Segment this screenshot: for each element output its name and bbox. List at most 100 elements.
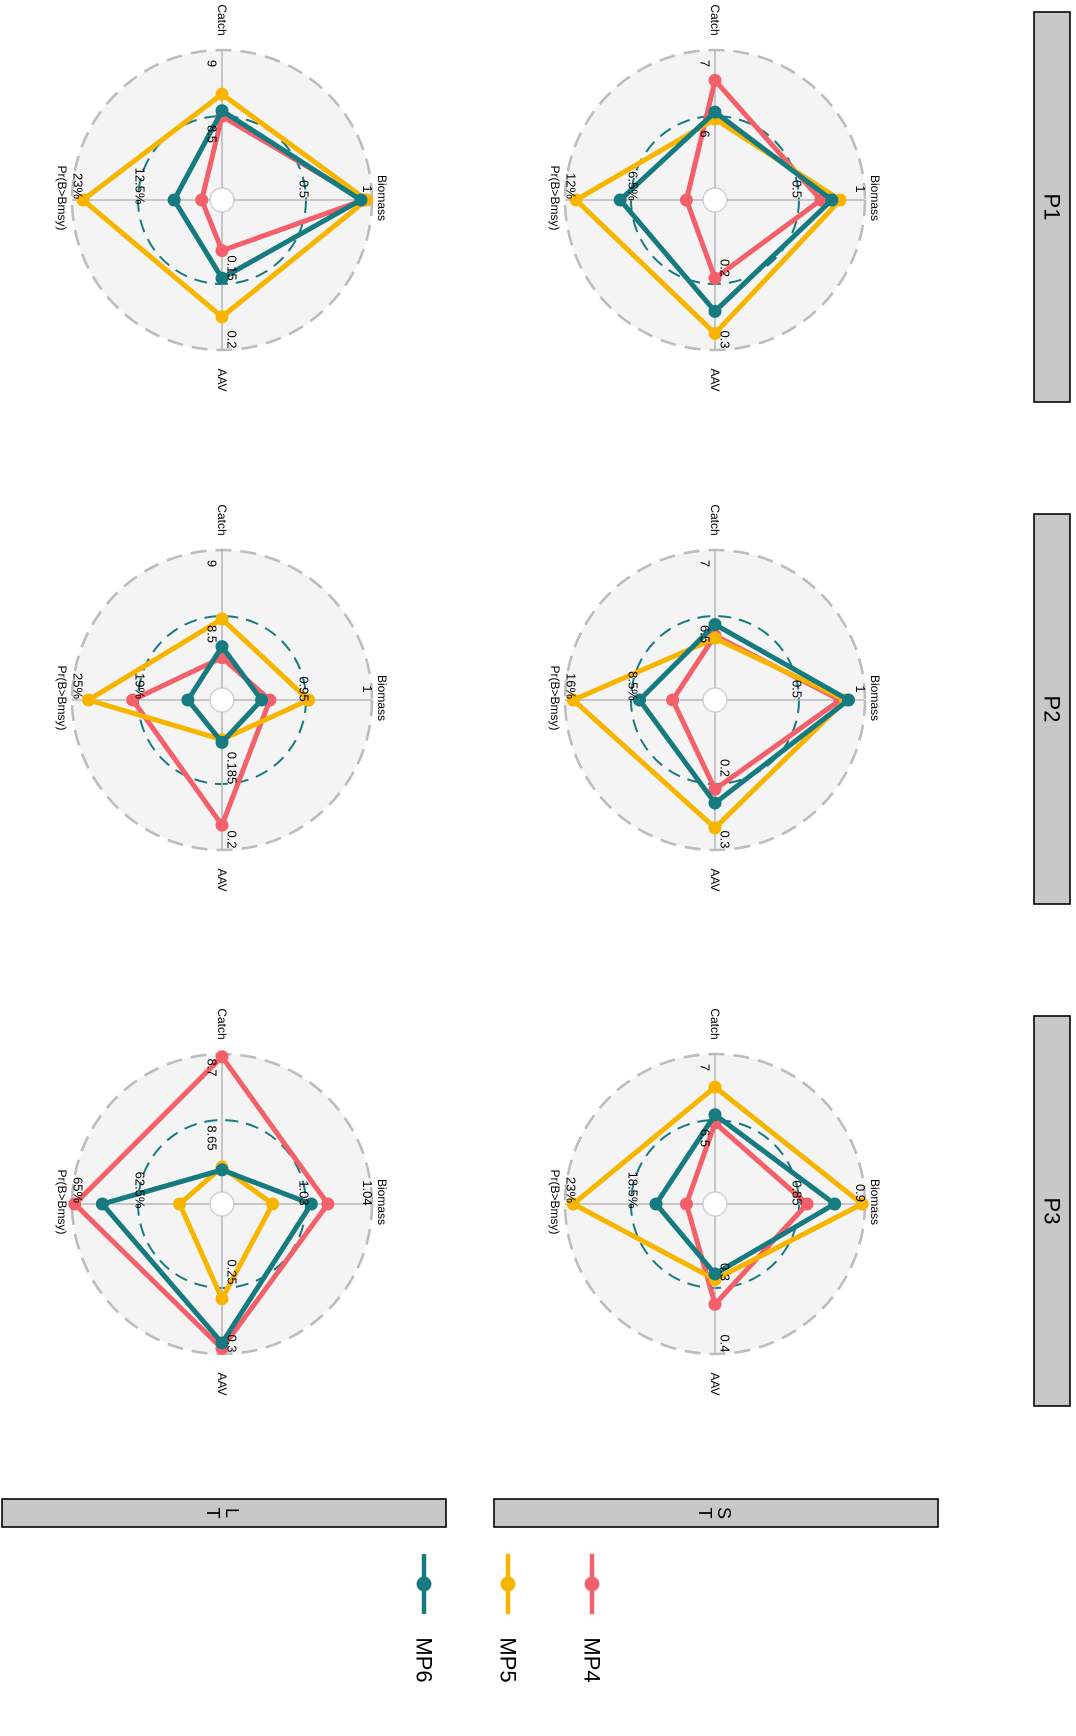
tick-biomass-inner: 0.5 <box>790 680 805 698</box>
point-mp6-biomass <box>255 693 269 707</box>
axis-title-biomass: Biomass <box>868 675 882 721</box>
legend-label-mp6: MP6 <box>412 1637 437 1682</box>
point-mp4-pr-b-bmsy <box>126 693 140 707</box>
axis-title-biomass: Biomass <box>375 175 389 221</box>
tick-pr-inner: 19% <box>133 673 148 699</box>
column-strip-p2 <box>1033 513 1071 905</box>
tick-biomass-outer: 1.04 <box>360 1180 375 1205</box>
panel-p1-st: 1 0.5 0.3 0.2 12% 6.5% 7 6 Biomass AAV Pr(B>Bmsy) C… <box>548 4 882 391</box>
row-strip-line: T <box>695 1508 715 1519</box>
point-mp6-catch <box>215 104 229 118</box>
column-strip-label-p3: P3 <box>1040 1198 1065 1225</box>
tick-catch-inner: 8.5 <box>205 625 220 643</box>
tick-pr-inner: 18.5% <box>626 1172 641 1209</box>
point-mp5-pr-b-bmsy <box>76 193 90 207</box>
center-hole <box>209 187 235 213</box>
axis-title-pr: Pr(B>Bmsy) <box>55 1169 69 1234</box>
point-mp6-aav <box>708 796 722 810</box>
point-mp6-pr-b-bmsy <box>95 1197 109 1211</box>
point-mp5-catch <box>215 87 229 101</box>
axis-title-catch: Catch <box>215 4 229 35</box>
axis-title-aav: AAV <box>708 368 722 391</box>
point-mp4-pr-b-bmsy <box>679 193 693 207</box>
legend-label-mp4: MP4 <box>580 1637 605 1682</box>
point-mp6-biomass <box>304 1197 318 1211</box>
row-strip-lt <box>1 1498 447 1528</box>
tick-pr-outer: 25% <box>71 673 86 699</box>
tick-biomass-inner: 1.03 <box>297 1180 312 1205</box>
center-hole <box>702 187 728 213</box>
axis-title-pr: Pr(B>Bmsy) <box>55 665 69 730</box>
center-hole <box>209 1191 235 1217</box>
tick-pr-outer: 12% <box>564 173 579 199</box>
center-hole <box>209 687 235 713</box>
tick-biomass-inner: 0.85 <box>790 1180 805 1205</box>
point-mp6-aav <box>215 271 229 285</box>
point-mp5-catch <box>215 612 229 626</box>
tick-biomass-inner: 0.5 <box>297 180 312 198</box>
point-mp4-pr-b-bmsy <box>666 693 680 707</box>
point-mp4-aav <box>708 782 722 796</box>
tick-aav-outer: 0.2 <box>225 830 240 848</box>
tick-pr-outer: 23% <box>71 173 86 199</box>
tick-catch-inner: 6.5 <box>698 1129 713 1147</box>
tick-catch-inner: 8.5 <box>205 125 220 143</box>
point-mp4-biomass <box>321 1197 335 1211</box>
point-mp6-aav <box>215 1336 229 1350</box>
row-strip-label-lt: LT <box>203 1508 242 1519</box>
tick-biomass-outer: 1 <box>853 685 868 692</box>
column-strip-p3 <box>1033 1015 1071 1407</box>
point-mp5-biomass <box>302 693 316 707</box>
point-mp6-catch <box>708 618 722 632</box>
legend: MP4 MP5 MP6 <box>412 1554 605 1683</box>
tick-aav-inner: 0.2 <box>718 759 733 777</box>
point-mp4-aav <box>708 271 722 285</box>
column-strip-p1 <box>1033 11 1071 403</box>
point-mp6-biomass <box>354 193 368 207</box>
point-mp5-catch <box>708 1080 722 1094</box>
axis-title-pr: Pr(B>Bmsy) <box>548 665 562 730</box>
point-mp6-biomass <box>841 693 855 707</box>
panel-p1-lt: 1 0.5 0.2 0.15 23% 12.5% 9 8.5 Biomass AAV Pr(B>Bm… <box>55 4 389 391</box>
tick-biomass-outer: 0.9 <box>853 1184 868 1202</box>
axis-title-catch: Catch <box>215 1008 229 1039</box>
legend-key-mp6-point <box>416 1576 432 1592</box>
row-strip-line: T <box>203 1508 223 1519</box>
point-mp5-pr-b-bmsy <box>566 693 580 707</box>
point-mp4-aav <box>215 244 229 258</box>
point-mp5-pr-b-bmsy <box>566 1197 580 1211</box>
tick-pr-inner: 6.5% <box>626 171 641 201</box>
tick-aav-outer: 0.3 <box>225 1334 240 1352</box>
axis-title-pr: Pr(B>Bmsy) <box>55 165 69 230</box>
point-mp6-biomass <box>825 193 839 207</box>
point-mp6-catch <box>708 1108 722 1122</box>
panel-p2-lt: 1 0.95 0.2 0.185 25% 19% 9 8.5 Biomass AAV Pr(B>Bm… <box>55 504 389 891</box>
point-mp5-biomass <box>855 1197 869 1211</box>
axis-title-catch: Catch <box>708 504 722 535</box>
row-strip-label-st: ST <box>695 1507 734 1519</box>
point-mp5-pr-b-bmsy <box>82 693 96 707</box>
tick-catch-outer: 9 <box>205 560 220 567</box>
panel-p3-lt: 1.04 1.03 0.3 0.25 65% 62.5% 8.7 8.65 Biomass AAV… <box>55 1008 389 1395</box>
point-mp6-catch <box>215 1163 229 1177</box>
point-mp5-pr-b-bmsy <box>569 193 583 207</box>
row-strip-line: S <box>714 1507 734 1519</box>
point-mp5-biomass <box>266 1197 280 1211</box>
tick-aav-outer: 0.3 <box>718 830 733 848</box>
point-mp5-aav <box>708 821 722 835</box>
point-mp4-catch <box>215 1050 229 1064</box>
point-mp6-aav <box>708 1267 722 1281</box>
point-mp6-biomass <box>828 1197 842 1211</box>
legend-label-mp5: MP5 <box>496 1637 521 1682</box>
column-strip-label-p2: P2 <box>1040 696 1065 723</box>
point-mp5-pr-b-bmsy <box>173 1197 187 1211</box>
axis-title-aav: AAV <box>215 868 229 891</box>
point-mp4-pr-b-bmsy <box>195 193 209 207</box>
tick-aav-inner: 0.15 <box>225 255 240 280</box>
row-strip-line: L <box>222 1508 242 1518</box>
tick-pr-outer: 16% <box>564 673 579 699</box>
tick-aav-inner: 0.2 <box>718 259 733 277</box>
radar-panels: 1 0.5 0.3 0.2 12% 6.5% 7 6 Biomass AAV Pr(B>Bmsy) C… <box>55 4 882 1395</box>
tick-aav-inner: 0.185 <box>225 752 240 785</box>
